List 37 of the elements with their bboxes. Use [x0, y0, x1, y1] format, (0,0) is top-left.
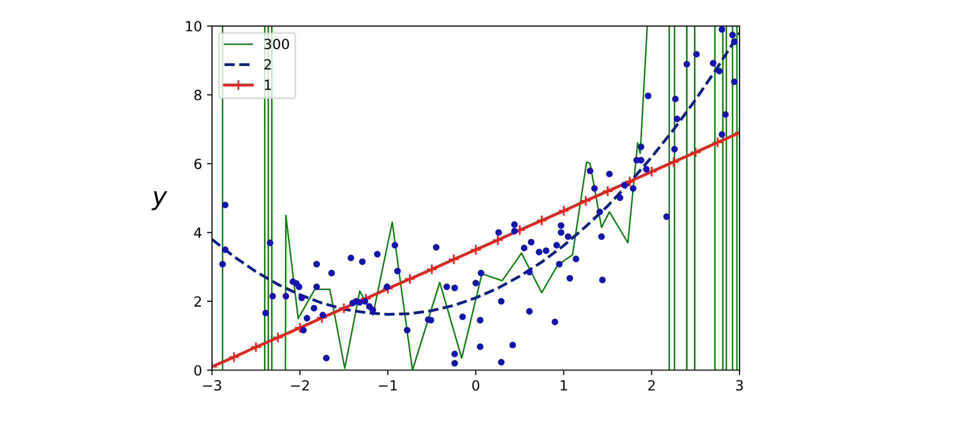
- x-tick-label: −2: [291, 380, 309, 390]
- point: [690, 146, 702, 158]
- point: [338, 302, 350, 314]
- point: [272, 332, 284, 344]
- y-tick-label: 2: [194, 296, 201, 307]
- point: [492, 234, 504, 246]
- line-series: [212, 32, 740, 316]
- legend-label: 1: [264, 80, 271, 90]
- point: [250, 341, 262, 353]
- y-tick-label: 8: [194, 90, 202, 100]
- point: [668, 156, 680, 168]
- point: [470, 244, 482, 256]
- x-tick-label: 1: [560, 380, 567, 390]
- point: [558, 205, 570, 216]
- x-tick-label: −1: [379, 380, 397, 390]
- x-tick-label: 2: [648, 380, 655, 390]
- y-tick-label: 6: [194, 158, 202, 170]
- point: [448, 254, 460, 266]
- point: [646, 166, 658, 178]
- x-tick-label: −3: [203, 380, 222, 391]
- point: [228, 351, 240, 363]
- point: [602, 185, 614, 197]
- point: [624, 176, 636, 188]
- legend-label: 2: [264, 59, 271, 70]
- point: [382, 282, 394, 294]
- y-tick-label: 4: [194, 228, 202, 238]
- y-axis-title: y: [152, 191, 168, 210]
- x-tick-label: 0: [472, 380, 480, 391]
- point: [712, 136, 724, 148]
- point: [404, 273, 416, 285]
- point: [580, 195, 592, 207]
- legend-label: 300: [264, 38, 289, 50]
- y-tick-label: 0: [194, 365, 202, 376]
- x-tick-label: 3: [736, 380, 743, 391]
- point: [536, 214, 548, 226]
- point: [426, 264, 438, 275]
- y-tick-label: 10: [186, 20, 202, 32]
